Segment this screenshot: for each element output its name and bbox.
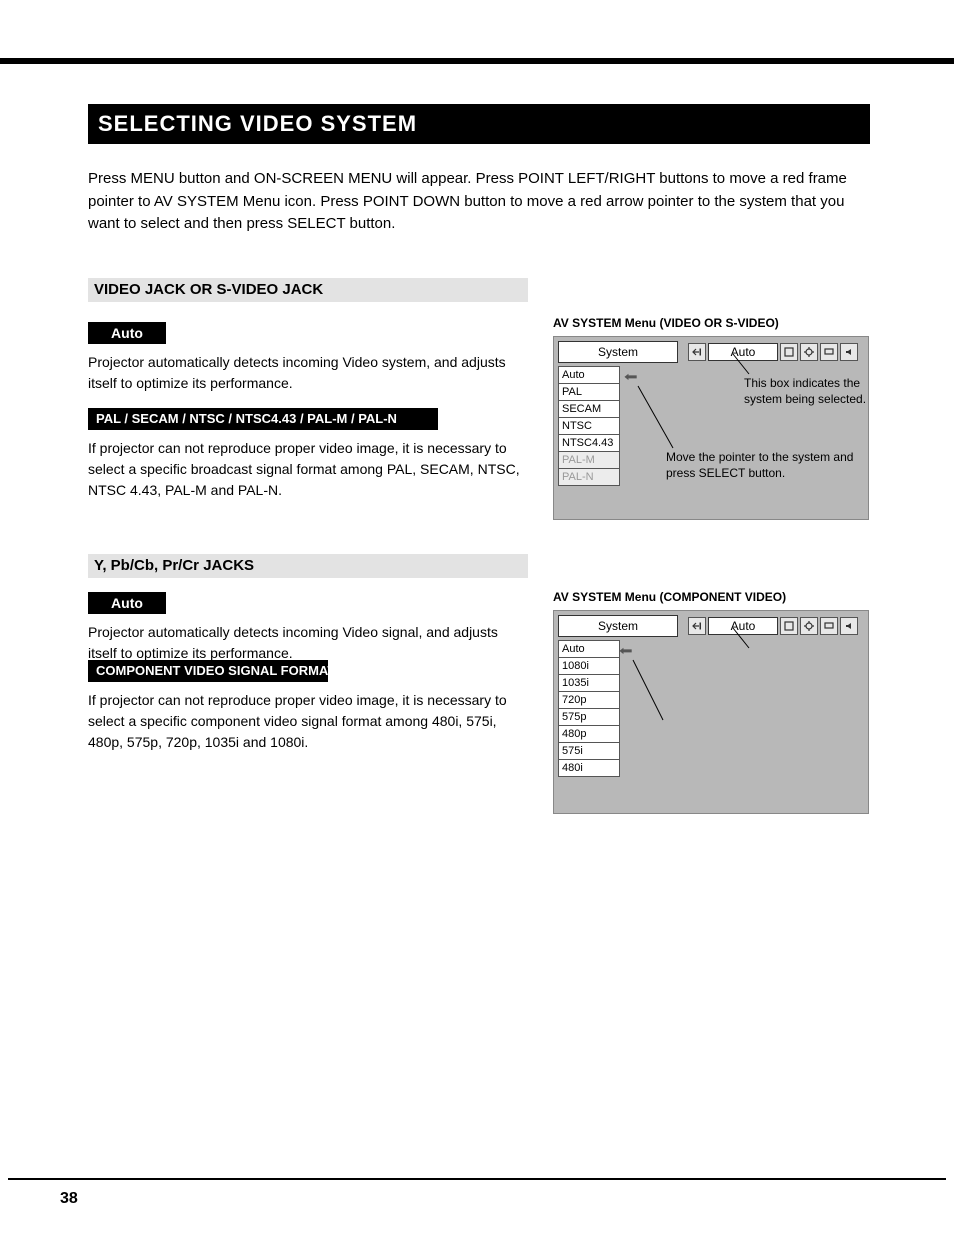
section2-systems-bar: COMPONENT VIDEO SIGNAL FORMAT: [88, 660, 328, 682]
panel1-header: System Auto: [558, 341, 864, 363]
panel1-selected[interactable]: Auto: [708, 343, 778, 361]
list-item[interactable]: Auto: [558, 366, 620, 384]
back-icon[interactable]: [688, 617, 706, 635]
panel1-system-box[interactable]: System: [558, 341, 678, 363]
pointer-arrow-icon: ⬅: [624, 369, 637, 385]
section1-auto-text: Projector automatically detects incoming…: [88, 352, 528, 394]
section1-systems-text: If projector can not reproduce proper vi…: [88, 438, 528, 501]
section2-systems-text: If projector can not reproduce proper vi…: [88, 690, 528, 753]
list-item[interactable]: 575i: [558, 742, 620, 760]
list-item[interactable]: NTSC4.43: [558, 434, 620, 452]
panel2-system-box[interactable]: System: [558, 615, 678, 637]
panel2: System Auto Auto1080i1035i720p575p480p57…: [553, 610, 869, 814]
list-item: PAL-N: [558, 468, 620, 486]
screen-icon[interactable]: [820, 617, 838, 635]
panel2-header: System Auto: [558, 615, 864, 637]
pointer-arrow-icon: ⬅: [619, 643, 632, 659]
list-item[interactable]: 1080i: [558, 657, 620, 675]
list-item: PAL-M: [558, 451, 620, 469]
top-rule: [0, 58, 954, 64]
list-item[interactable]: NTSC: [558, 417, 620, 435]
window-icon[interactable]: [780, 343, 798, 361]
list-item[interactable]: PAL: [558, 383, 620, 401]
panel1-anno-top: AV SYSTEM Menu (VIDEO OR S-VIDEO): [553, 316, 779, 332]
section2-auto-label: Auto: [88, 592, 166, 614]
panel2-selected[interactable]: Auto: [708, 617, 778, 635]
list-item[interactable]: 1035i: [558, 674, 620, 692]
back-icon[interactable]: [688, 343, 706, 361]
section2-auto-text: Projector automatically detects incoming…: [88, 622, 528, 664]
page-title: SELECTING VIDEO SYSTEM: [88, 104, 870, 144]
list-item[interactable]: 480i: [558, 759, 620, 777]
section1-auto-label: Auto: [88, 322, 166, 344]
bottom-rule: [8, 1178, 946, 1180]
sound-icon[interactable]: [840, 617, 858, 635]
list-item[interactable]: SECAM: [558, 400, 620, 418]
list-item[interactable]: Auto: [558, 640, 620, 658]
panel2-list: Auto1080i1035i720p575p480p575i480i: [558, 641, 620, 777]
section2-heading: Y, Pb/Cb, Pr/Cr JACKS: [88, 554, 528, 578]
page-number: 38: [60, 1190, 78, 1208]
screen-icon[interactable]: [820, 343, 838, 361]
list-item[interactable]: 575p: [558, 708, 620, 726]
tools-icon[interactable]: [800, 617, 818, 635]
intro-text: Press MENU button and ON-SCREEN MENU wil…: [88, 168, 870, 236]
section1-heading: VIDEO JACK OR S-VIDEO JACK: [88, 278, 528, 302]
window-icon[interactable]: [780, 617, 798, 635]
section1-systems-bar: PAL / SECAM / NTSC / NTSC4.43 / PAL-M / …: [88, 408, 438, 430]
panel1-anno-selected: This box indicates the system being sele…: [744, 376, 874, 407]
sound-icon[interactable]: [840, 343, 858, 361]
panel1: System Auto AutoPALSECAMNTSCNTSC4.43PAL-…: [553, 336, 869, 520]
list-item[interactable]: 480p: [558, 725, 620, 743]
page: SELECTING VIDEO SYSTEM Press MENU button…: [0, 0, 954, 1235]
panel1-anno-pointer: Move the pointer to the system and press…: [666, 450, 866, 481]
panel1-list: AutoPALSECAMNTSCNTSC4.43PAL-MPAL-N: [558, 367, 620, 486]
tools-icon[interactable]: [800, 343, 818, 361]
panel2-anno-top: AV SYSTEM Menu (COMPONENT VIDEO): [553, 590, 786, 606]
list-item[interactable]: 720p: [558, 691, 620, 709]
